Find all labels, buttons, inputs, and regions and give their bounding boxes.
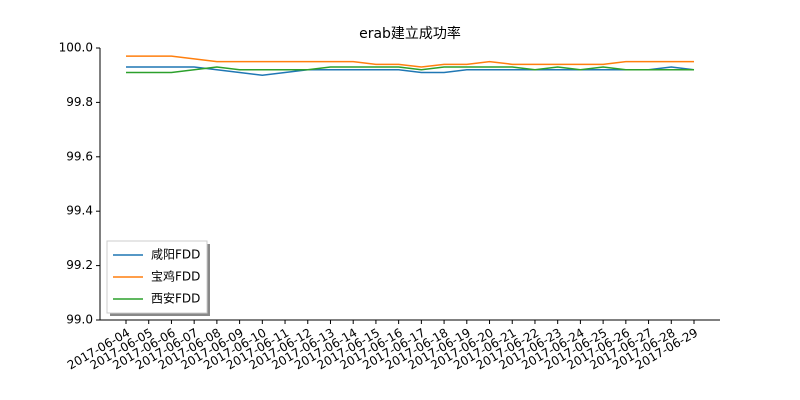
y-tick-label: 99.8 [66,95,93,109]
y-tick-label: 99.2 [66,258,93,272]
series-line [126,66,694,74]
chart-title: erab建立成功率 [359,25,461,42]
legend-label: 西安FDD [151,291,200,306]
legend-label: 宝鸡FDD [151,269,200,284]
series-line [126,66,695,76]
y-tick-label: 99.4 [66,204,93,218]
y-tick-label: 99.6 [66,149,93,163]
series-line [126,55,694,68]
y-tick-label: 100.0 [59,41,93,55]
legend-label: 咸阳FDD [151,248,200,262]
y-tick-label: 99.0 [66,313,93,327]
